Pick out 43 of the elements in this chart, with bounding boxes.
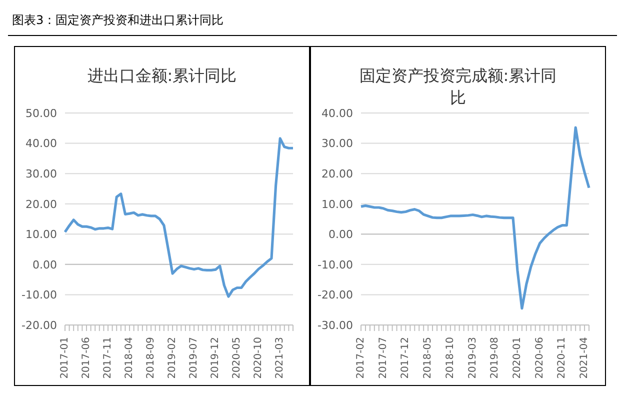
y-tick-label: 10.00 bbox=[26, 228, 57, 242]
y-tick-label: -10.00 bbox=[318, 258, 353, 272]
x-tick-label: 2017-07 bbox=[378, 337, 389, 379]
x-tick-label: 2020-05 bbox=[232, 337, 243, 379]
line-series bbox=[360, 126, 590, 310]
x-tick-label: 2018-09 bbox=[146, 337, 157, 379]
x-tick-label: 2019-12 bbox=[210, 337, 222, 379]
text: 图表3：固定资产投资和进出口累计同比 bbox=[8, 8, 617, 36]
x-tick-label: 2019-02 bbox=[167, 337, 178, 379]
y-tick-label: 0.00 bbox=[328, 228, 353, 242]
y-tick-label: 20.00 bbox=[322, 167, 353, 180]
x-tick-label: 2019-03 bbox=[467, 337, 478, 379]
x-tick-label: 2017-12 bbox=[400, 337, 412, 379]
y-tick-label: -30.00 bbox=[318, 318, 353, 332]
y-tick-label: 30.00 bbox=[322, 137, 353, 150]
x-tick-label: 2020-06 bbox=[534, 337, 546, 379]
x-tick-label: 2017-06 bbox=[81, 337, 92, 379]
x-tick-label: 2018-05 bbox=[422, 337, 434, 379]
x-tick-label: 2020-01 bbox=[512, 337, 523, 379]
y-tick-label: 20.00 bbox=[26, 198, 57, 211]
x-tick-label: 2017-02 bbox=[356, 337, 366, 379]
x-tick-label: 2018-04 bbox=[124, 337, 136, 379]
y-tick-label: 0.00 bbox=[32, 258, 57, 272]
x-tick-label: 2018-10 bbox=[444, 337, 456, 379]
x-tick-label: 2021-04 bbox=[579, 337, 590, 379]
y-tick-label: 40.00 bbox=[322, 106, 353, 120]
x-tick-label: 2021-03 bbox=[274, 337, 286, 379]
x-tick-label: 2019-08 bbox=[490, 337, 501, 379]
y-tick-label: -20.00 bbox=[318, 288, 353, 302]
line-series bbox=[64, 137, 294, 298]
chart-title: 固定资产投资完成额:累计同比 bbox=[358, 65, 558, 109]
x-tick-label: 2020-10 bbox=[253, 337, 264, 379]
y-tick-label: 50.00 bbox=[26, 106, 57, 120]
y-tick-label: 40.00 bbox=[26, 137, 57, 150]
x-tick-label: 2020-11 bbox=[556, 337, 568, 379]
y-tick-label: -10.00 bbox=[22, 288, 57, 302]
x-tick-label: 2017-01 bbox=[60, 337, 70, 379]
y-tick-label: 10.00 bbox=[322, 198, 353, 211]
chart-title: 进出口金额:累计同比 bbox=[86, 65, 238, 87]
x-tick-label: 2017-11 bbox=[102, 337, 114, 379]
x-tick-label: 2019-07 bbox=[188, 337, 200, 379]
y-tick-label: 30.00 bbox=[26, 167, 57, 180]
y-tick-label: -20.00 bbox=[22, 318, 57, 332]
